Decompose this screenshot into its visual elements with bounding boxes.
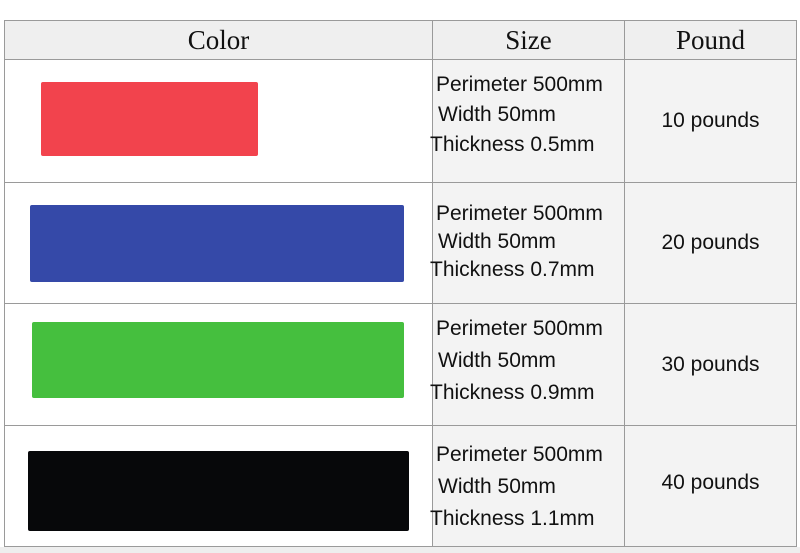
blue-band-image bbox=[30, 205, 404, 282]
size-cell: Perimeter 500mm Width 50mm Thickness 0.9… bbox=[430, 303, 625, 426]
pound-cell: 30 pounds bbox=[624, 303, 797, 426]
color-cell-blue bbox=[4, 182, 433, 304]
size-cell: Perimeter 500mm Width 50mm Thickness 0.7… bbox=[430, 182, 625, 304]
black-band-image bbox=[28, 451, 409, 531]
color-cell-red bbox=[4, 59, 433, 183]
size-cell: Perimeter 500mm Width 50mm Thickness 1.1… bbox=[430, 425, 625, 547]
width-text: Width 50mm bbox=[438, 349, 556, 372]
pound-cell: 20 pounds bbox=[624, 182, 797, 304]
thickness-text: Thickness 0.9mm bbox=[430, 381, 595, 404]
width-text: Width 50mm bbox=[438, 103, 556, 126]
perimeter-text: Perimeter 500mm bbox=[436, 202, 603, 225]
header-size: Size bbox=[432, 20, 625, 60]
header-pound: Pound bbox=[624, 20, 797, 60]
width-text: Width 50mm bbox=[438, 475, 556, 498]
width-text: Width 50mm bbox=[438, 230, 556, 253]
thickness-text: Thickness 1.1mm bbox=[430, 507, 595, 530]
thickness-text: Thickness 0.5mm bbox=[430, 133, 595, 156]
color-cell-black bbox=[4, 425, 433, 547]
red-band-image bbox=[41, 82, 258, 156]
header-color: Color bbox=[4, 20, 433, 60]
thickness-text: Thickness 0.7mm bbox=[430, 258, 595, 281]
page-background-strip bbox=[0, 547, 800, 553]
color-cell-green bbox=[4, 303, 433, 426]
size-cell: Perimeter 500mm Width 50mm Thickness 0.5… bbox=[430, 59, 625, 183]
pound-cell: 40 pounds bbox=[624, 425, 797, 547]
perimeter-text: Perimeter 500mm bbox=[436, 73, 603, 96]
perimeter-text: Perimeter 500mm bbox=[436, 443, 603, 466]
perimeter-text: Perimeter 500mm bbox=[436, 317, 603, 340]
pound-cell: 10 pounds bbox=[624, 59, 797, 183]
green-band-image bbox=[32, 322, 404, 398]
